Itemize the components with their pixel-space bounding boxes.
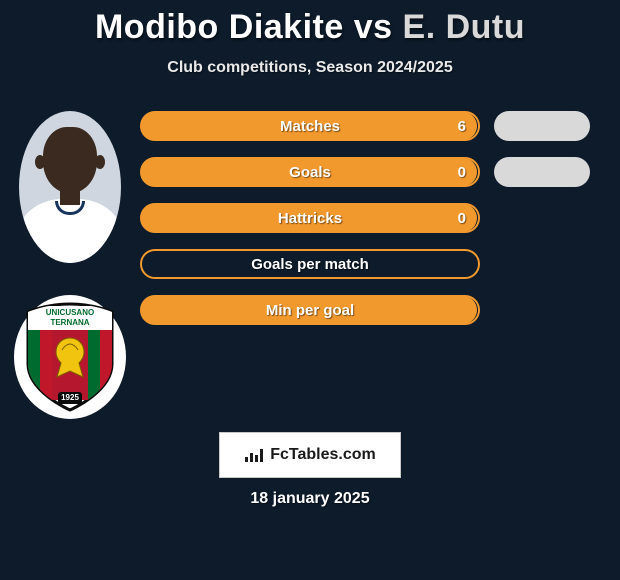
stat-value: 6 [458, 118, 466, 135]
stat-bar: Goals per match [140, 249, 480, 279]
subtitle: Club competitions, Season 2024/2025 [0, 59, 620, 77]
stat-value: 0 [458, 164, 466, 181]
stat-bar: Hattricks0 [140, 203, 480, 233]
bars-icon [244, 447, 264, 463]
badge-line2: TERNANA [24, 318, 116, 327]
stat-bar: Min per goal [140, 295, 480, 325]
stat-label: Hattricks [142, 210, 478, 227]
player2-stat-bubble [494, 157, 590, 187]
stat-bar: Matches6 [140, 111, 480, 141]
stat-value: 0 [458, 210, 466, 227]
stat-label: Goals per match [142, 256, 478, 273]
stat-bars: Matches6Goals0Hattricks0Goals per matchM… [140, 111, 480, 341]
player2-name: E. Dutu [403, 8, 525, 46]
stat-label: Min per goal [142, 302, 478, 319]
comparison-title: Modibo Diakite vs E. Dutu [0, 0, 620, 47]
player-ear-left [35, 155, 45, 169]
player1-name: Modibo Diakite [95, 8, 344, 46]
source-logo: FcTables.com [219, 432, 401, 478]
player1-club-badge: UNICUSANO TERNANA 1925 [14, 295, 126, 419]
stat-label: Matches [142, 118, 478, 135]
player-head [43, 127, 97, 193]
player2-bubbles [494, 111, 604, 203]
stat-label: Goals [142, 164, 478, 181]
source-text: FcTables.com [270, 446, 376, 464]
player-ear-right [95, 155, 105, 169]
left-column: UNICUSANO TERNANA 1925 [10, 111, 130, 419]
date-label: 18 january 2025 [0, 490, 620, 508]
player2-stat-bubble [494, 111, 590, 141]
badge-year: 1925 [24, 393, 116, 402]
badge-line1: UNICUSANO [24, 308, 116, 317]
player1-photo [19, 111, 121, 263]
vs-label: vs [354, 8, 393, 46]
club-badge: UNICUSANO TERNANA 1925 [24, 302, 116, 412]
stat-bar: Goals0 [140, 157, 480, 187]
